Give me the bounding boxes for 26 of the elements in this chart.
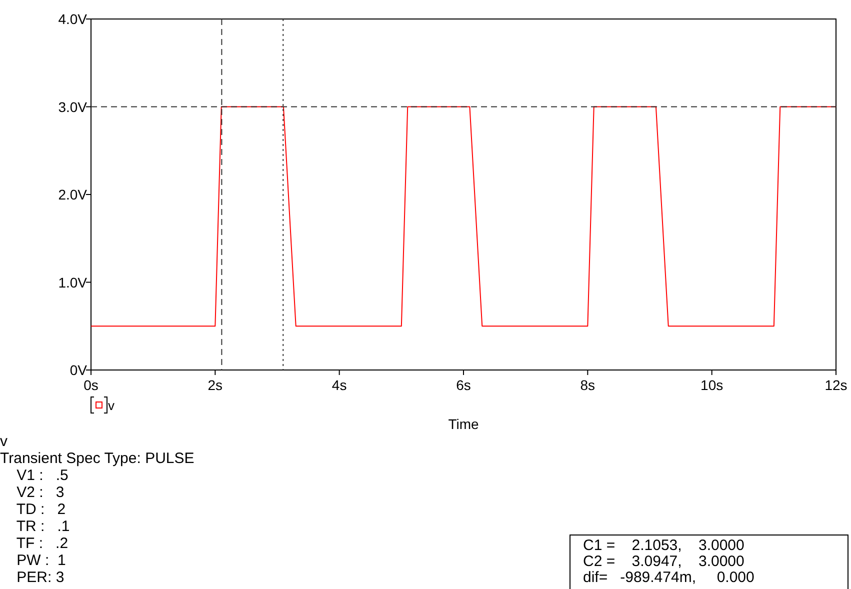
x-tick-label: 4s [332,377,347,393]
text: PER: 3 [0,569,64,586]
x-axis-title: Time [448,416,480,432]
x-tick-label: 2s [208,377,223,393]
text: V2 : 3 [0,484,64,501]
text: TD : 2 [0,501,66,518]
text: dif= -989.474m, 0.000 [583,569,754,586]
text: V1 : .5 [0,467,68,484]
y-tick-label: 0V [70,362,88,378]
text: C2 = 3.0947, 3.0000 [583,553,744,570]
text: v [0,433,8,450]
text: TR : .1 [0,518,70,535]
text: PW : 1 [0,552,66,569]
x-tick-label: 12s [824,377,848,393]
y-tick-label: 3.0V [58,98,88,115]
x-tick-label: 8s [580,377,596,393]
x-tick-label: 0s [84,377,98,393]
y-tick-label: 2.0V [58,186,88,202]
y-tick-label: 4.0V [58,11,88,27]
text: TF : .2 [0,535,68,552]
text: Transient Spec Type: PULSE [0,450,194,467]
x-tick-label: 6s [456,377,471,393]
x-tick-label: 10s [700,377,724,393]
legend-label: v [108,398,115,413]
text: C1 = 2.1053, 3.0000 [583,537,744,554]
y-tick-label: 1.0V [58,274,88,290]
